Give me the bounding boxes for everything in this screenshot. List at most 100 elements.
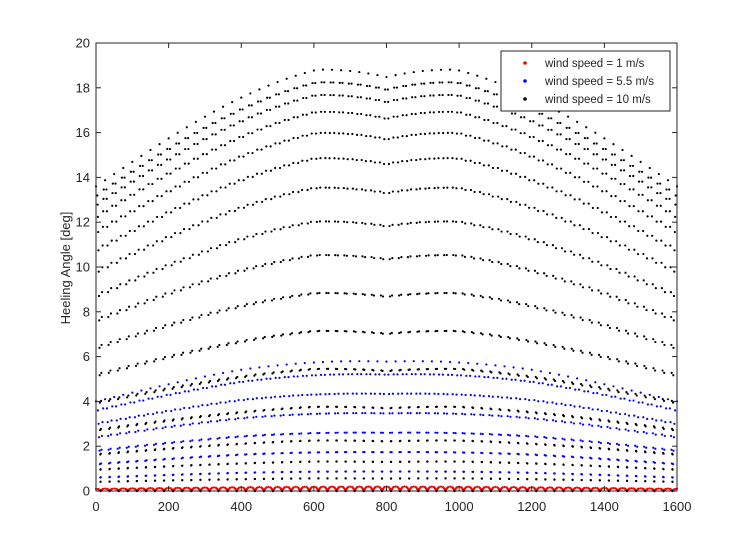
- data-point: [100, 343, 103, 347]
- data-point: [617, 448, 620, 452]
- data-point: [381, 295, 385, 298]
- data-point: [608, 448, 611, 451]
- data-point: [573, 253, 576, 256]
- data-point: [319, 393, 322, 396]
- data-point: [332, 373, 336, 376]
- data-point: [563, 347, 566, 350]
- data-point: [161, 411, 164, 414]
- data-point: [535, 453, 539, 457]
- data-point: [246, 416, 249, 419]
- data-point: [432, 111, 435, 114]
- data-point: [626, 479, 629, 483]
- data-point: [542, 400, 545, 403]
- data-point: [142, 188, 145, 191]
- data-point: [244, 477, 247, 481]
- data-point: [344, 477, 347, 480]
- data-point: [533, 179, 536, 182]
- data-point: [353, 477, 356, 480]
- data-point: [299, 368, 302, 371]
- data-point: [526, 478, 529, 481]
- data-point: [474, 87, 478, 90]
- data-point: [630, 487, 633, 490]
- data-point: [592, 142, 596, 145]
- data-point: [642, 229, 645, 233]
- data-point: [620, 159, 623, 162]
- data-point: [290, 460, 293, 464]
- data-point: [591, 260, 594, 263]
- data-point: [192, 405, 195, 408]
- data-point: [251, 486, 254, 489]
- data-point: [588, 351, 592, 354]
- data-point: [425, 330, 428, 333]
- data-point: [524, 267, 528, 270]
- data-point: [492, 105, 495, 108]
- data-point: [300, 413, 303, 416]
- data-point: [150, 159, 153, 162]
- data-point: [236, 435, 239, 438]
- data-point: [290, 440, 293, 443]
- data-point: [568, 153, 572, 156]
- data-point: [346, 392, 349, 395]
- data-point: [472, 369, 475, 372]
- data-point: [495, 93, 498, 96]
- data-point: [165, 211, 168, 214]
- data-point: [246, 203, 249, 206]
- data-point: [315, 393, 318, 396]
- data-point: [254, 471, 257, 474]
- data-point: [613, 163, 617, 167]
- data-point: [523, 486, 526, 489]
- data-point: [480, 477, 483, 480]
- data-point: [553, 472, 556, 475]
- data-point: [273, 195, 276, 198]
- data-point: [223, 117, 226, 120]
- data-point: [216, 420, 219, 423]
- data-point: [177, 142, 181, 145]
- data-point: [232, 124, 235, 127]
- data-point: [129, 193, 132, 196]
- data-point: [118, 446, 121, 449]
- data-point: [608, 389, 611, 392]
- data-point: [172, 479, 175, 482]
- data-point: [647, 186, 650, 189]
- data-point: [200, 250, 204, 253]
- data-point: [125, 367, 129, 370]
- data-point: [329, 373, 332, 376]
- data-point: [221, 371, 225, 375]
- data-point: [324, 393, 327, 396]
- data-point: [352, 412, 355, 415]
- data-point: [183, 180, 186, 183]
- data-point: [654, 369, 657, 372]
- data-point: [272, 408, 275, 411]
- data-point: [319, 186, 322, 189]
- data-point: [201, 220, 204, 223]
- data-point: [261, 265, 264, 268]
- data-point: [172, 457, 175, 460]
- data-point: [632, 174, 635, 178]
- data-point: [473, 413, 476, 416]
- data-point: [269, 125, 272, 128]
- data-point: [670, 315, 673, 319]
- data-point: [310, 111, 314, 114]
- data-point: [437, 110, 441, 114]
- data-point: [589, 479, 592, 482]
- data-point: [191, 422, 194, 425]
- data-point: [571, 478, 574, 482]
- data-point: [297, 413, 300, 416]
- data-point: [146, 428, 149, 431]
- data-point: [317, 477, 320, 480]
- data-point: [655, 261, 658, 264]
- data-point: [122, 393, 125, 396]
- data-point: [252, 416, 255, 419]
- data-point: [476, 362, 479, 365]
- data-point: [181, 417, 184, 420]
- data-point: [398, 431, 401, 434]
- data-point: [265, 108, 268, 112]
- data-point: [545, 436, 548, 439]
- data-point: [145, 443, 149, 446]
- data-point: [361, 412, 364, 415]
- data-point: [196, 486, 199, 490]
- data-point: [518, 203, 522, 206]
- data-point: [644, 467, 647, 470]
- data-point: [524, 398, 527, 401]
- data-point: [669, 266, 672, 269]
